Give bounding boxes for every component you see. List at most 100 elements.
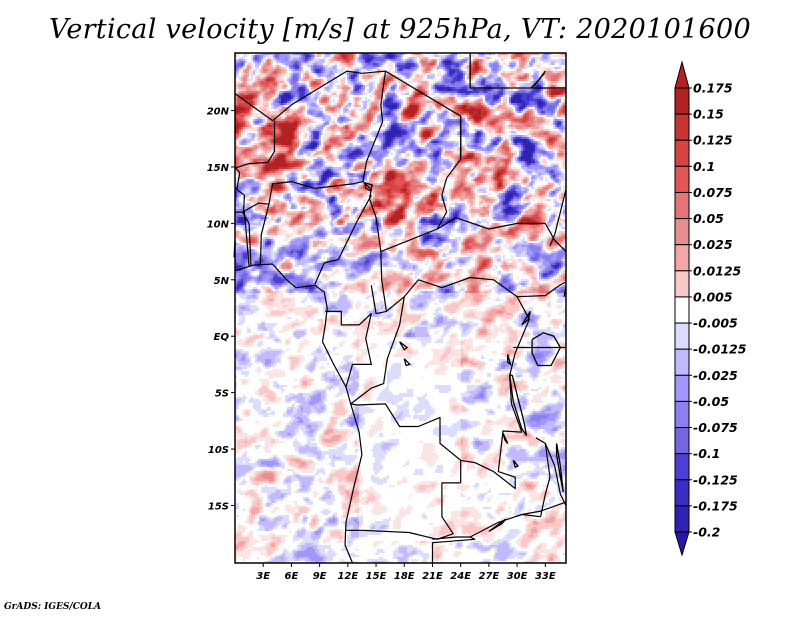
mali-niger-border [234, 120, 276, 169]
lake-victoria [531, 332, 562, 367]
colorbar-swatch [674, 427, 690, 455]
colorbar-label: -0.005 [693, 316, 738, 331]
y-axis: 20N 15N 10N 5N EQ 5S 10S 15S [207, 107, 235, 512]
lake-nasser [530, 70, 546, 89]
colorbar-swatch [674, 322, 690, 350]
y-tick-label: 10N [207, 219, 230, 230]
y-tick-label: 15N [207, 163, 230, 174]
colorbar-swatch [674, 505, 690, 533]
colorbar-swatch [674, 400, 690, 429]
niger-chad-border [362, 71, 387, 182]
car-drc [386, 276, 518, 312]
colorbar-swatch [674, 479, 690, 507]
lake-tanganyika [508, 373, 528, 436]
x-tick-label: 12E [337, 571, 358, 582]
y-tick-label: 15S [208, 501, 229, 512]
south-sudan [455, 217, 567, 253]
colorbar-swatch [674, 139, 690, 167]
colorbar: 0.175 0.15 0.125 0.1 0.075 0.05 0.025 0.0125 0.0… [674, 60, 747, 557]
congo-drc [350, 296, 405, 405]
drc-angola-north [350, 403, 462, 483]
colorbar-swatch [674, 348, 690, 376]
colorbar-label: 0.125 [693, 133, 733, 148]
colorbar-swatch [674, 165, 690, 193]
y-tick-label: 10S [208, 445, 229, 456]
zambia-malawi-moz [535, 437, 551, 517]
drc-east [460, 296, 530, 490]
colorbar-label: -0.025 [693, 368, 738, 383]
colorbar-swatch [674, 453, 690, 481]
lake-mai-ndombe [403, 358, 412, 367]
colorbar-label: 0.15 [693, 107, 724, 122]
lake-kivu [507, 354, 512, 367]
colorbar-label: 0.025 [693, 237, 733, 252]
mozambique [521, 501, 567, 516]
east-edge [544, 443, 567, 506]
y-tick-label: 5N [214, 276, 230, 287]
plot-frame [234, 52, 567, 564]
x-tick-label: 3E [256, 571, 270, 582]
colorbar-extend-bottom [674, 531, 690, 557]
colorbar-label: 0.175 [693, 81, 733, 96]
senegal-mali-west [235, 211, 250, 267]
gabon-congo [325, 310, 372, 388]
namibia-caprivi [431, 536, 476, 563]
x-tick-label: 24E [450, 571, 471, 582]
lake-bangweulu [512, 459, 520, 468]
colorbar-label: -0.075 [693, 420, 738, 435]
vertical-velocity-field [235, 53, 566, 563]
x-tick-label: 30E [507, 571, 528, 582]
country-borders [234, 53, 567, 564]
lake-chad [364, 182, 374, 192]
lakes [233, 70, 567, 532]
lake-tumba [399, 341, 409, 351]
colorbar-swatch [674, 244, 690, 272]
x-axis: 3E 6E 9E 12E 15E 18E 21E 24E 27E 30E 33E [256, 563, 556, 582]
colorbar-label: 0.075 [693, 185, 733, 200]
benin-togo [241, 202, 270, 267]
lake-albert [521, 311, 531, 326]
colorbar-label: 0.005 [693, 289, 733, 304]
colorbar-extend-top [674, 60, 690, 89]
colorbar-label: -0.05 [693, 394, 729, 409]
x-tick-label: 9E [313, 571, 327, 582]
colorbar-label: -0.0125 [693, 342, 747, 357]
mali-burkina [234, 166, 245, 213]
y-tick-label: 20N [207, 107, 230, 118]
lake-mweru [502, 432, 509, 444]
cameroon-car [370, 251, 387, 315]
colorbar-label: -0.125 [693, 472, 738, 487]
colorbar-swatch [674, 87, 690, 115]
colorbar-label: 0.05 [693, 211, 724, 226]
lake-chad-border [362, 181, 382, 252]
lake-kariba [488, 518, 507, 532]
chart-title: Vertical velocity [m/s] at 925hPa, VT: 2… [49, 14, 751, 45]
zambia-zimbabwe [469, 513, 541, 538]
nigeria-niger-border [268, 181, 364, 205]
south-sudan-uganda [517, 281, 567, 298]
nigeria-cameroon [314, 194, 372, 285]
grads-credit: GrADS: IGES/COLA [4, 602, 102, 612]
x-tick-label: 18E [394, 571, 415, 582]
colorbar-label: -0.1 [693, 446, 720, 461]
sudan-ethiopia [549, 189, 567, 247]
colorbar-label: -0.2 [693, 525, 720, 540]
colorbar-swatch [674, 296, 690, 324]
colorbar-swatch [674, 218, 690, 246]
colorbar-swatch [674, 191, 690, 220]
y-tick-label: 5S [215, 389, 229, 400]
niger-algeria-border [234, 70, 462, 160]
colorbar-swatch [674, 113, 690, 141]
y-tick-label: EQ [214, 332, 230, 343]
colorbar-label: -0.175 [693, 498, 738, 513]
colorbar-label: 0.0125 [693, 263, 742, 278]
x-tick-label: 21E [422, 571, 443, 582]
lake-malawi [555, 443, 564, 493]
x-tick-label: 6E [285, 571, 299, 582]
colorbar-label: 0.1 [693, 159, 715, 174]
chad-car-border [380, 217, 457, 253]
x-tick-label: 27E [479, 571, 500, 582]
angola-zambia [346, 482, 461, 540]
